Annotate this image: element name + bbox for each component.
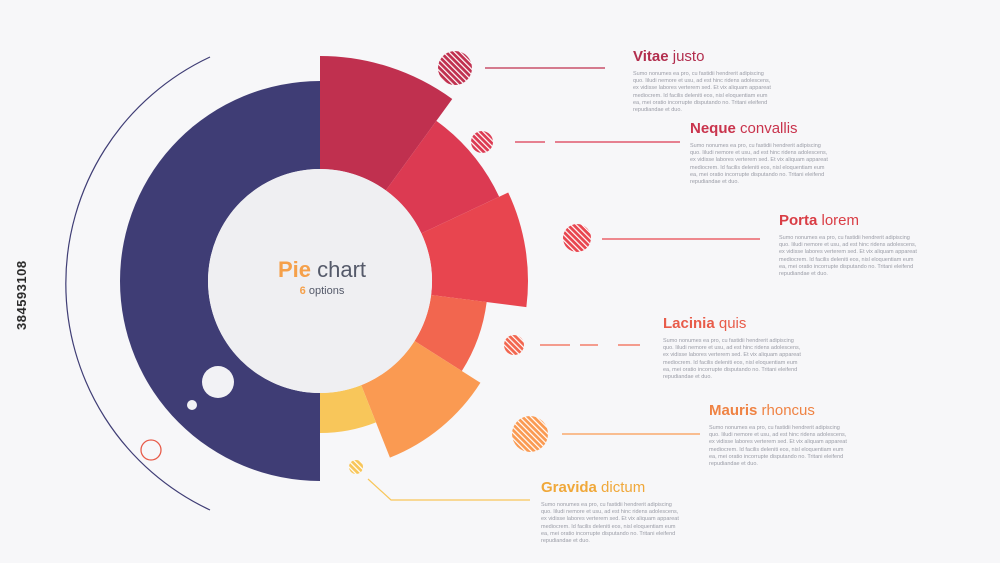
chart-center-title: Pie chart 6 options [222, 257, 422, 297]
legend-title: Gravida dictum [541, 479, 681, 496]
legend-label-4: Lacinia quis Sumo nonumes ea pro, cu fast… [663, 315, 803, 381]
legend-description: Sumo nonumes ea pro, cu fastidii hendrer… [690, 143, 828, 186]
slice-group [120, 56, 528, 481]
bubble-large [202, 366, 234, 398]
legend-label-3: Porta lorem Sumo nonumes ea pro, cu fasti… [779, 212, 919, 278]
legend-title-rest: dictum [596, 479, 646, 496]
chart-subtitle: 6 options [299, 285, 345, 297]
connector-line-6 [367, 478, 530, 501]
bubble-small [187, 400, 197, 410]
legend-title-rest: quis [714, 315, 747, 332]
ring-dot [140, 439, 162, 461]
legend-description: Sumo nonumes ea pro, cu fastidii hendrer… [663, 338, 801, 381]
marker-circle-3 [563, 224, 591, 252]
legend-title-bold: Lacinia [663, 315, 715, 332]
legend-description: Sumo nonumes ea pro, cu fastidii hendrer… [541, 502, 679, 545]
chart-decorations [65, 56, 211, 511]
legend-title-rest: rhoncus [757, 402, 815, 419]
legend-label-1: Vitae justo Sumo nonumes ea pro, cu fasti… [633, 48, 773, 114]
pie-slice-5 [361, 341, 481, 458]
pie-slice-4 [414, 295, 487, 372]
marker-group [349, 51, 760, 501]
legend-description: Sumo nonumes ea pro, cu fastidii hendrer… [779, 235, 917, 278]
pie-slice-3 [421, 192, 528, 308]
legend-title-bold: Porta [779, 212, 818, 229]
chart-title: Pie chart [277, 257, 367, 282]
marker-circle-4 [504, 335, 524, 355]
pie-slice-1 [320, 56, 453, 191]
legend-title: Neque convallis [690, 120, 830, 137]
legend-title: Vitae justo [633, 48, 773, 65]
legend-title-bold: Vitae [633, 48, 669, 65]
legend-title-rest: convallis [735, 120, 798, 137]
legend-label-5: Mauris rhoncus Sumo nonumes ea pro, cu fa… [709, 402, 849, 468]
legend-title: Porta lorem [779, 212, 919, 229]
legend-title: Mauris rhoncus [709, 402, 849, 419]
legend-title-rest: justo [668, 48, 705, 65]
legend-label-6: Gravida dictum Sumo nonumes ea pro, cu fa… [541, 479, 681, 545]
center-hole [208, 169, 432, 393]
marker-circle-2 [471, 131, 493, 153]
marker-circle-1 [438, 51, 472, 85]
pie-slice-2 [385, 120, 500, 234]
watermark-id: 384593108 [14, 260, 29, 330]
legend-description: Sumo nonumes ea pro, cu fastidii hendrer… [709, 425, 847, 468]
legend-title-bold: Neque [690, 120, 736, 137]
legend-label-2: Neque convallis Sumo nonumes ea pro, cu f… [690, 120, 830, 186]
pie-slice-6 [320, 385, 376, 433]
legend-title-rest: lorem [817, 212, 860, 229]
outer-arc-line [65, 56, 211, 511]
marker-circle-6 [349, 460, 363, 474]
legend-title-bold: Mauris [709, 402, 758, 419]
pie-slice-main [120, 81, 320, 481]
legend-description: Sumo nonumes ea pro, cu fastidii hendrer… [633, 71, 771, 114]
legend-title-bold: Gravida [541, 479, 597, 496]
legend-title: Lacinia quis [663, 315, 803, 332]
marker-circle-5 [512, 416, 548, 452]
